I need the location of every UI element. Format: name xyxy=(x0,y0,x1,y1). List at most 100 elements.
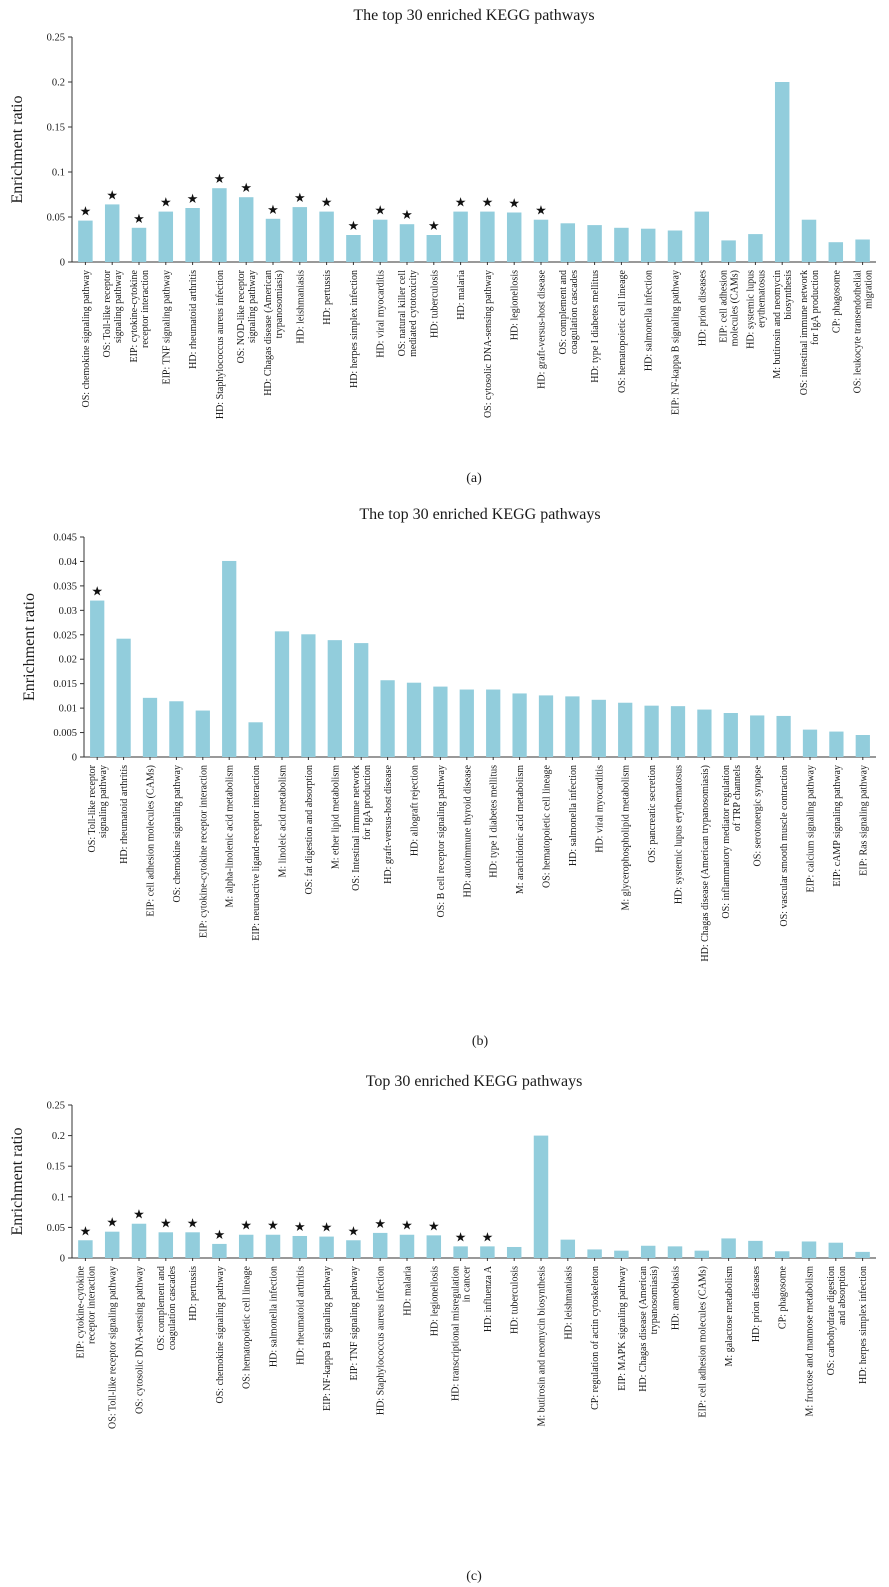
x-category-label: receptor interaction xyxy=(86,1266,97,1344)
x-category-label: OS: chemokine signaling pathway xyxy=(215,1266,226,1403)
y-tick-label: 0.1 xyxy=(52,168,65,179)
significance-star: ★ xyxy=(348,219,360,234)
x-category-label: HD: influenza A xyxy=(483,1265,494,1332)
x-category-label: signaling pathway xyxy=(247,270,258,343)
x-category-label: HD: transcriptional misregulation xyxy=(451,1266,462,1401)
bar xyxy=(399,1234,415,1258)
x-category-label: OS: complement and xyxy=(156,1266,167,1350)
bar xyxy=(697,709,712,757)
bar xyxy=(104,204,120,262)
x-category-label: migration xyxy=(864,270,875,309)
x-category-label: HD: herpes simplex infection xyxy=(858,1266,869,1384)
significance-star: ★ xyxy=(535,204,547,219)
y-tick-label: 0.2 xyxy=(52,78,65,89)
significance-star: ★ xyxy=(214,172,226,187)
y-tick-label: 0 xyxy=(60,258,65,269)
x-category-label: HD: graft-versus-host disease xyxy=(537,269,548,388)
x-category-label: EIP: cell adhesion xyxy=(719,270,730,343)
x-category-label: OS: vascular smooth muscle contraction xyxy=(779,765,790,927)
x-category-label: OS: leukocyte transendothelial xyxy=(853,270,864,394)
significance-star: ★ xyxy=(294,191,306,206)
x-category-label: signaling pathway xyxy=(98,765,109,838)
significance-star: ★ xyxy=(455,196,467,211)
x-category-label: HD: leishmaniasis xyxy=(563,1266,574,1340)
bar xyxy=(380,680,395,757)
x-category-label: HD: legionellosis xyxy=(510,270,521,340)
x-category-label: OS: fat digestion and absorption xyxy=(304,765,315,894)
y-tick-label: 0.045 xyxy=(53,533,77,544)
x-category-label: molecules (CAMs) xyxy=(730,270,741,346)
bar xyxy=(185,1232,200,1258)
y-tick-label: 0.005 xyxy=(53,728,77,739)
bar xyxy=(399,224,415,262)
x-category-label: and absorption xyxy=(837,1266,848,1325)
significance-star: ★ xyxy=(214,1228,226,1243)
x-category-label: CP: regulation of actin cytoskeleton xyxy=(590,1266,601,1410)
significance-star: ★ xyxy=(294,1220,306,1235)
x-category-label: HD: type I diabetes mellitus xyxy=(489,765,500,878)
x-category-label: EIP: cell adhesion molecules (CAMs) xyxy=(697,1266,708,1418)
bar xyxy=(169,701,184,757)
bar xyxy=(212,1243,227,1258)
bar xyxy=(265,218,281,262)
x-category-label: OS: hematopoietic cell lineage xyxy=(617,269,628,393)
bar xyxy=(222,560,237,757)
x-category-label: HD: pertussis xyxy=(322,270,333,325)
x-category-label: HD: salmonella infection xyxy=(568,765,579,866)
x-category-label: EIP: NF-kappa B signaling pathway xyxy=(322,1266,333,1411)
x-category-label: HD: type I diabetes mellitus xyxy=(590,270,601,383)
x-category-label: HD: systemic lupus erythematosus xyxy=(674,765,685,904)
x-category-label: M: linoleic acid metabolism xyxy=(278,765,289,878)
bar xyxy=(587,1249,602,1258)
x-category-label: HD: tuberculosis xyxy=(510,1266,521,1334)
bar xyxy=(459,689,474,757)
x-category-label: HD: herpes simplex infection xyxy=(349,270,360,388)
bar xyxy=(776,715,791,757)
x-category-label: biosynthesis xyxy=(783,270,794,320)
bar xyxy=(131,227,147,262)
x-category-label: trypanosomiasis) xyxy=(274,270,285,338)
x-category-label: HD: malaria xyxy=(403,1265,414,1315)
x-category-label: coagulation cascades xyxy=(167,1266,178,1350)
x-category-label: M: arachidonic acid metabolism xyxy=(515,765,526,894)
x-category-label: OS: carbohydrate digestion xyxy=(826,1266,837,1375)
bar xyxy=(506,212,522,262)
x-category-label: HD: graft-versus-host disease xyxy=(383,764,394,883)
x-category-label: HD: autoimmune thyroid disease xyxy=(462,764,473,897)
significance-star: ★ xyxy=(428,1219,440,1234)
bar xyxy=(591,699,606,757)
x-category-label: EIP: cytokine-cytokine xyxy=(75,1265,86,1358)
bar xyxy=(292,207,308,262)
x-category-label: HD: salmonella infection xyxy=(644,270,655,371)
x-category-label: M: alpha-linolenic acid metabolism xyxy=(225,765,236,908)
bar xyxy=(721,240,736,262)
bar xyxy=(406,682,422,757)
significance-star: ★ xyxy=(91,585,103,600)
bar xyxy=(667,230,683,262)
x-category-label: OS: Toll-like receptor xyxy=(87,764,98,852)
y-tick-label: 0.15 xyxy=(47,123,65,134)
bar xyxy=(667,1246,683,1258)
chart-title: Top 30 enriched KEGG pathways xyxy=(366,1073,583,1090)
bar xyxy=(238,1234,254,1258)
significance-star: ★ xyxy=(133,1208,145,1223)
panel-label: (b) xyxy=(472,1034,489,1049)
x-category-label: OS: chemokine signaling pathway xyxy=(172,765,183,902)
x-category-label: M: glycerophospholipid metabolism xyxy=(621,765,632,911)
y-tick-label: 0.02 xyxy=(59,655,77,666)
chart-title: The top 30 enriched KEGG pathways xyxy=(353,7,594,24)
x-category-label: CP: phagosome xyxy=(778,1265,789,1329)
y-tick-label: 0.25 xyxy=(47,1101,65,1112)
bar xyxy=(533,1135,549,1258)
bar xyxy=(238,197,254,262)
significance-star: ★ xyxy=(267,203,279,218)
x-category-label: M: fructose and mannose metabolism xyxy=(805,1266,816,1417)
bar xyxy=(319,211,334,262)
bar xyxy=(614,227,629,262)
bar xyxy=(90,600,105,757)
bar xyxy=(533,219,549,262)
bar xyxy=(486,689,501,757)
x-category-label: in cancer xyxy=(462,1265,473,1302)
significance-star: ★ xyxy=(401,1219,413,1234)
x-category-label: EIP: cAMP signaling pathway xyxy=(832,765,843,887)
